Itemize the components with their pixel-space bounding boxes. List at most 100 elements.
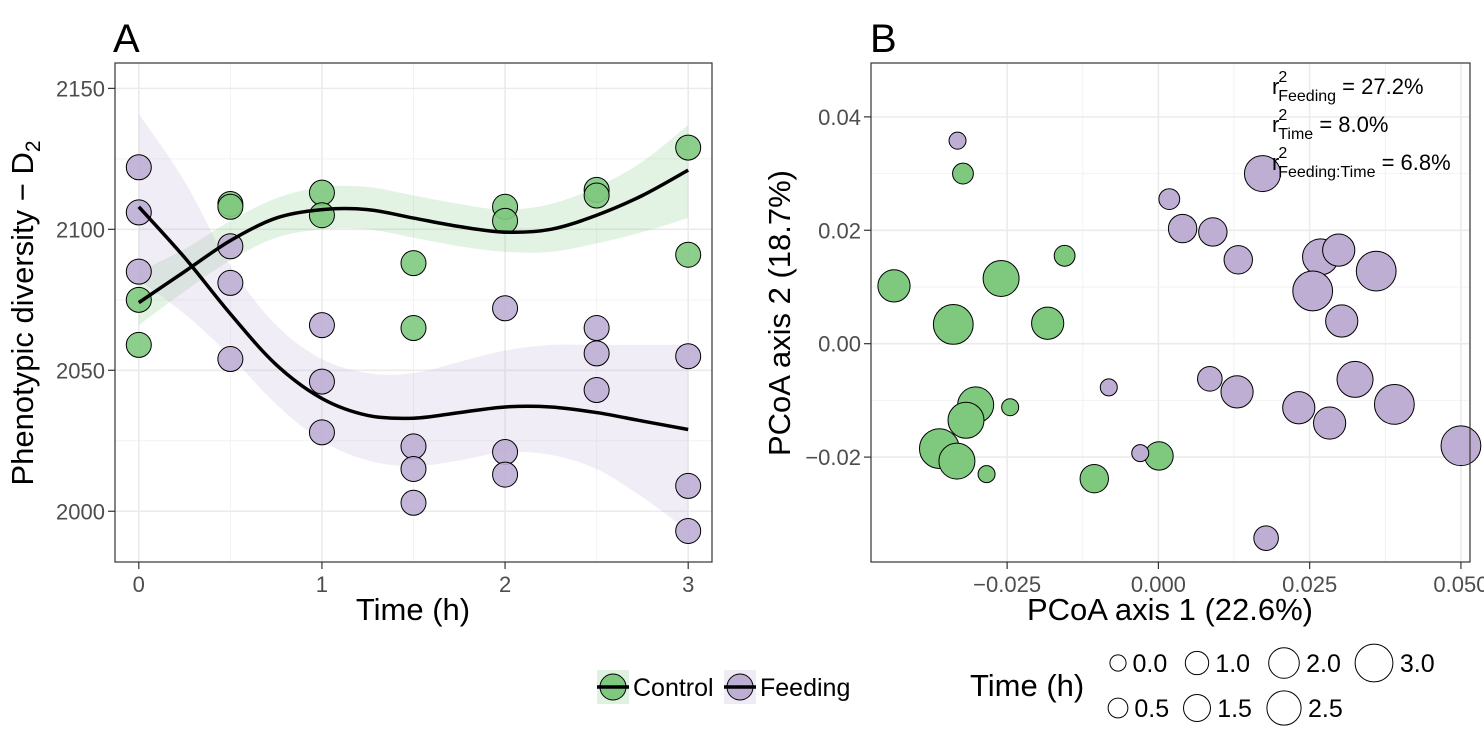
pcoa-point-control: [977, 465, 996, 484]
data-point-feeding: [125, 199, 152, 226]
data-point-control: [492, 207, 519, 234]
size-legend-circle: [1107, 697, 1129, 719]
pcoa-point-control: [1001, 398, 1020, 417]
r2-subscript: Feeding: [1278, 88, 1336, 105]
data-point-control: [125, 331, 152, 358]
r2-symbol: r: [1272, 74, 1279, 99]
pcoa-point-feeding: [948, 131, 967, 150]
pcoa-point-feeding: [1131, 444, 1150, 463]
data-point-feeding: [125, 258, 152, 285]
pcoa-point-control: [1144, 441, 1174, 471]
data-point-feeding: [308, 419, 335, 446]
r2-superscript: 2: [1278, 107, 1287, 124]
panel-a-y-ticks: 2000 2050 2100 2150: [56, 76, 115, 524]
r2-annotation: r2 Feeding = 27.2%: [1272, 69, 1424, 105]
y-tick-label: 2150: [56, 76, 105, 101]
data-point-control: [675, 134, 702, 161]
panel-b-y-axis-title: PCoA axis 2 (18.7%): [762, 170, 797, 456]
panel-b: −0.025 0.000 0.025 0.050 −0.020.000.020.04 …: [762, 62, 1484, 627]
panel-a-y-axis-title-sub: 2: [22, 140, 45, 152]
data-point-feeding: [125, 154, 152, 181]
size-legend-item: 0.0: [1109, 650, 1167, 678]
data-point-control: [308, 179, 335, 206]
pcoa-point-feeding: [1313, 406, 1347, 440]
panel-a-x-axis-title: Time (h): [356, 592, 470, 627]
data-point-feeding: [492, 439, 519, 466]
size-legend-circle: [1354, 643, 1394, 683]
data-point-feeding: [675, 343, 702, 370]
pcoa-point-control: [1079, 463, 1109, 494]
pcoa-point-feeding: [1336, 360, 1374, 398]
y-tick-label: −0.02: [805, 445, 861, 470]
data-point-feeding: [492, 295, 519, 322]
r2-subscript: Feeding:Time: [1278, 164, 1375, 181]
confidence-band-feeding: [138, 113, 689, 531]
fit-line-feeding: [137, 205, 689, 432]
data-point-feeding: [308, 368, 335, 395]
y-tick-label: 0.00: [818, 332, 861, 357]
y-tick-label: 2100: [56, 217, 105, 242]
pcoa-point-feeding: [1322, 233, 1356, 267]
panel-a-border: [114, 62, 713, 563]
confidence-band-control: [138, 125, 689, 326]
r2-symbol: r: [1272, 112, 1279, 137]
pcoa-point-control: [1031, 306, 1065, 340]
legend-label: Feeding: [760, 674, 850, 702]
pcoa-point-feeding: [1292, 270, 1334, 312]
data-point-feeding: [400, 433, 427, 460]
pcoa-point-feeding: [1355, 250, 1397, 292]
r2-symbol: r: [1272, 150, 1279, 175]
y-tick-label: 0.04: [818, 105, 861, 130]
legend-item-control: Control: [597, 670, 714, 704]
data-point-feeding: [583, 340, 610, 367]
y-tick-label: 2000: [56, 499, 105, 524]
size-legend-circle: [1109, 654, 1127, 672]
y-tick-label: 2050: [56, 358, 105, 383]
data-point-control: [675, 241, 702, 268]
size-legend-item: 2.5: [1266, 690, 1343, 726]
data-point-feeding: [217, 269, 244, 296]
size-legend-label: 3.0: [1400, 650, 1435, 678]
panel-b-border: [870, 62, 1471, 563]
pcoa-point-control: [938, 442, 976, 480]
size-legend-label: 0.5: [1134, 695, 1169, 723]
size-legend-circle: [1183, 694, 1211, 722]
r2-annotation: r2 Feeding:Time = 6.8%: [1272, 145, 1451, 181]
panel-a-tag: A: [113, 17, 140, 61]
panel-a-x-ticks: 0 1 2 3: [133, 562, 694, 597]
pcoa-point-feeding: [1253, 525, 1279, 551]
size-legend-label: 2.0: [1306, 650, 1341, 678]
data-point-feeding: [675, 517, 702, 544]
legend-item-feeding: Feeding: [724, 670, 850, 704]
size-legend-item: 1.0: [1184, 650, 1250, 678]
r2-value: = 8.0%: [1313, 112, 1388, 137]
fit-line-control: [137, 168, 690, 305]
pcoa-point-control: [982, 259, 1020, 297]
panel-a: 0 1 2 3 2000 2050 2100 2150 Time (h) Phenotypi…: [5, 62, 713, 627]
pcoa-point-feeding: [1440, 425, 1482, 467]
size-legend-item: 0.5: [1107, 695, 1169, 723]
pcoa-point-feeding: [1223, 245, 1253, 275]
panel-b-points: [877, 131, 1482, 551]
data-point-feeding: [583, 377, 610, 404]
panel-b-grid: [871, 63, 1470, 562]
x-tick-label: 0: [133, 572, 145, 597]
panel-a-confidence-bands: [138, 113, 689, 531]
x-tick-label: 0.025: [1282, 572, 1337, 597]
pcoa-point-feeding: [1243, 155, 1281, 193]
pcoa-point-feeding: [1167, 213, 1198, 244]
data-point-feeding: [675, 472, 702, 499]
data-point-control: [400, 250, 427, 277]
data-point-feeding: [400, 455, 427, 482]
panel-b-y-ticks: −0.02 0.00 0.02 0.04: [805, 105, 871, 470]
pcoa-point-control: [1053, 244, 1076, 267]
size-legend-circle: [1184, 650, 1210, 676]
data-point-feeding: [308, 312, 335, 339]
x-tick-label: 1: [316, 572, 328, 597]
r2-subscript: Time: [1278, 126, 1313, 143]
size-legend-label: 1.0: [1215, 650, 1250, 678]
size-legend-label: 1.5: [1217, 695, 1252, 723]
data-point-control: [400, 315, 427, 342]
r2-superscript: 2: [1278, 145, 1287, 162]
